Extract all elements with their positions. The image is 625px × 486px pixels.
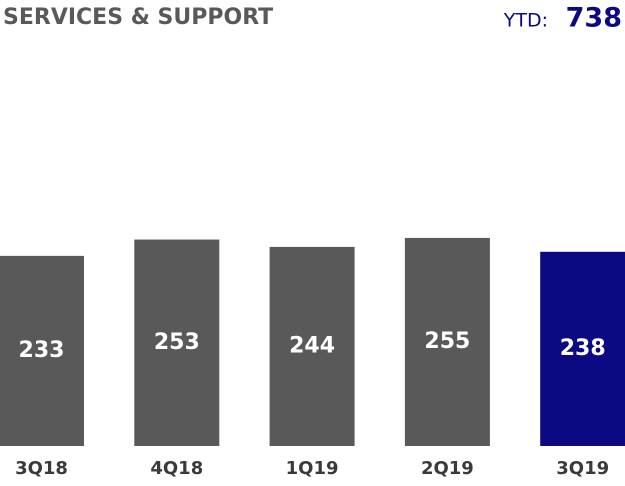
summary-label: YTD:	[503, 10, 548, 32]
bar	[0, 255, 84, 446]
x-tick-label: 4Q18	[150, 458, 203, 479]
bar-value-label: 233	[19, 338, 65, 363]
bar-value-label: 244	[289, 333, 335, 358]
bar	[540, 251, 625, 446]
bar	[269, 246, 355, 446]
bar	[134, 239, 220, 446]
x-tick-label: 3Q18	[15, 458, 68, 479]
bar-value-label: 255	[424, 329, 470, 354]
bar-value-label: 253	[154, 330, 200, 355]
x-tick-label: 2Q19	[421, 458, 474, 479]
summary-value: 738	[566, 3, 622, 34]
bar-value-label: 238	[560, 336, 606, 361]
x-tick-label: 3Q19	[556, 458, 609, 479]
x-tick-label: 1Q19	[286, 458, 339, 479]
bar	[404, 237, 490, 446]
chart-title: SERVICES & SUPPORT	[3, 5, 273, 30]
